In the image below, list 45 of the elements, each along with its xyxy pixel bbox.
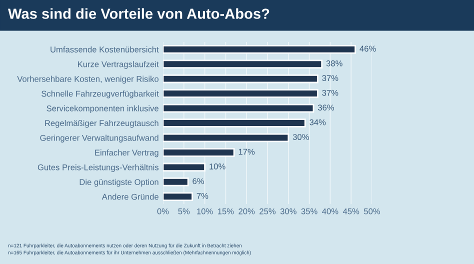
chart-title: Was sind die Vorteile von Auto-Abos? (8, 8, 270, 19)
bar (163, 44, 356, 54)
data-label: 38% (326, 60, 342, 66)
y-tick-label: Andere Gründe (102, 194, 158, 200)
bar (163, 118, 306, 128)
x-tick-label: 50% (364, 208, 380, 214)
data-label: 36% (318, 104, 334, 111)
x-tick-label: 5% (178, 208, 190, 214)
x-tick-label: 10% (197, 208, 213, 214)
data-label: 46% (360, 46, 376, 52)
data-label: 37% (322, 90, 338, 96)
y-tick-label: Vorhersehbare Kosten, weniger Risiko (17, 76, 158, 84)
x-tick-label: 15% (218, 208, 234, 214)
x-tick-label: 45% (342, 208, 360, 214)
y-tick-label: Umfassende Kostenübersicht (50, 46, 159, 52)
data-label: 17% (238, 148, 255, 155)
bar (163, 74, 318, 84)
x-tick-label: 40% (322, 208, 338, 214)
data-label: 10% (210, 164, 226, 170)
y-tick-label: Gutes Preis-Leistungs-Verhältnis (38, 164, 159, 172)
data-label: 34% (310, 119, 326, 126)
data-label: 30% (292, 134, 309, 140)
y-tick-label: Die günstigste Option (80, 178, 158, 187)
y-tick-label: Schnelle Fahrzeugverfügbarkeit (42, 90, 159, 98)
bar (163, 162, 206, 172)
x-tick-label: 0% (157, 208, 169, 214)
bar (163, 89, 318, 98)
x-tick-label: 30% (280, 208, 296, 214)
y-tick-label: Regelmäßiger Fahrzeugtausch (45, 120, 158, 128)
y-tick-label: Kurze Vertragslaufzeit (78, 61, 159, 69)
x-tick-label: 35% (301, 208, 318, 214)
y-tick-label: Einfacher Vertrag (95, 149, 158, 158)
bar (163, 60, 323, 68)
data-label: 37% (322, 75, 338, 82)
bar (163, 133, 290, 142)
data-label: 6% (192, 178, 204, 184)
x-tick-label: 25% (260, 208, 276, 214)
bar (163, 104, 314, 113)
x-tick-label: 20% (238, 208, 255, 214)
bar (163, 178, 189, 186)
y-tick-label: Servicekomponenten inklusive (46, 105, 158, 114)
data-label: 7% (196, 193, 208, 199)
bar (163, 148, 235, 157)
bar (163, 192, 193, 202)
y-tick-label: Geringerer Verwaltungsaufwand (40, 134, 158, 142)
